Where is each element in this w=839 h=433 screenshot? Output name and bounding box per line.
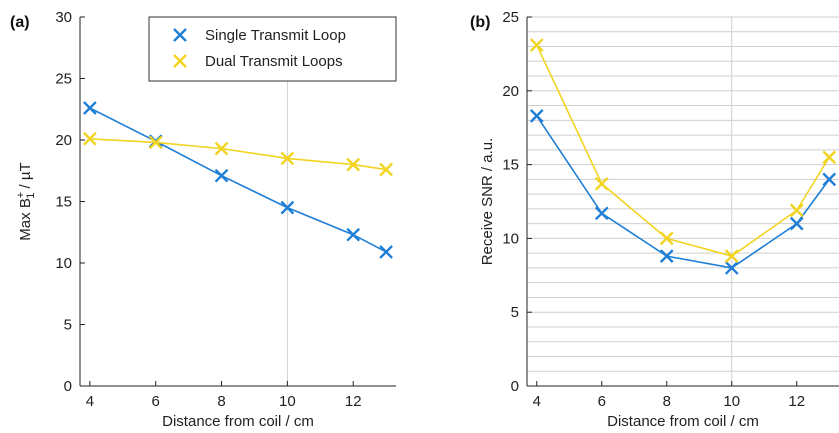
x-tick-label: 10 [279, 393, 296, 410]
y-tick-label: 15 [502, 157, 519, 174]
y-tick-label: 10 [55, 255, 72, 272]
y-tick-label: 30 [55, 9, 72, 26]
y-axis-label-base: Max B [17, 198, 34, 241]
y-tick-label: 20 [502, 83, 519, 100]
y-axis-label: Max B+1 / µT [15, 162, 37, 240]
y-tick-label: 25 [55, 71, 72, 88]
legend-label: Single Transmit Loop [205, 27, 346, 44]
y-tick-label: 0 [64, 378, 72, 395]
y-tick-label: 15 [55, 194, 72, 211]
y-tick-label: 10 [502, 230, 519, 247]
data-point [347, 229, 359, 241]
panel-label: (a) [10, 14, 30, 31]
y-tick-label: 5 [64, 317, 72, 334]
x-tick-label: 6 [598, 393, 606, 410]
x-axis-label: Distance from coil / cm [162, 413, 314, 430]
data-point [84, 102, 96, 114]
y-axis-label-unit: / µT [17, 162, 34, 192]
series-line-1 [537, 45, 830, 256]
panel-1: 0 5 10 15 20 25 4 6 8 10 12 (b) Distance from coil /… [470, 9, 839, 430]
legend: Single Transmit Loop Dual Transmit Loops [149, 17, 396, 81]
x-tick-label: 12 [345, 393, 362, 410]
data-point [531, 39, 543, 51]
y-axis-label: Receive SNR / a.u. [479, 138, 496, 266]
y-tick-label: 25 [502, 9, 519, 26]
data-point [216, 170, 228, 182]
x-tick-label: 8 [663, 393, 671, 410]
x-tick-label: 10 [723, 393, 740, 410]
y-tick-label: 5 [511, 304, 519, 321]
x-tick-label: 6 [152, 393, 160, 410]
x-axis-label: Distance from coil / cm [607, 413, 759, 430]
data-point [791, 204, 803, 216]
series-line-1 [90, 139, 386, 170]
x-tick-label: 8 [217, 393, 225, 410]
panel-0: 0 5 10 15 20 25 30 4 6 8 10 12 (a) Distance from coil… [10, 9, 396, 430]
data-point [380, 246, 392, 258]
y-tick-label: 0 [511, 378, 519, 395]
legend-label: Dual Transmit Loops [205, 53, 343, 70]
x-tick-label: 4 [533, 393, 541, 410]
y-tick-label: 20 [55, 132, 72, 149]
x-tick-label: 12 [788, 393, 805, 410]
series-line-0 [90, 108, 386, 252]
panel-label: (b) [470, 14, 490, 31]
data-point [823, 151, 835, 163]
x-tick-label: 4 [86, 393, 94, 410]
